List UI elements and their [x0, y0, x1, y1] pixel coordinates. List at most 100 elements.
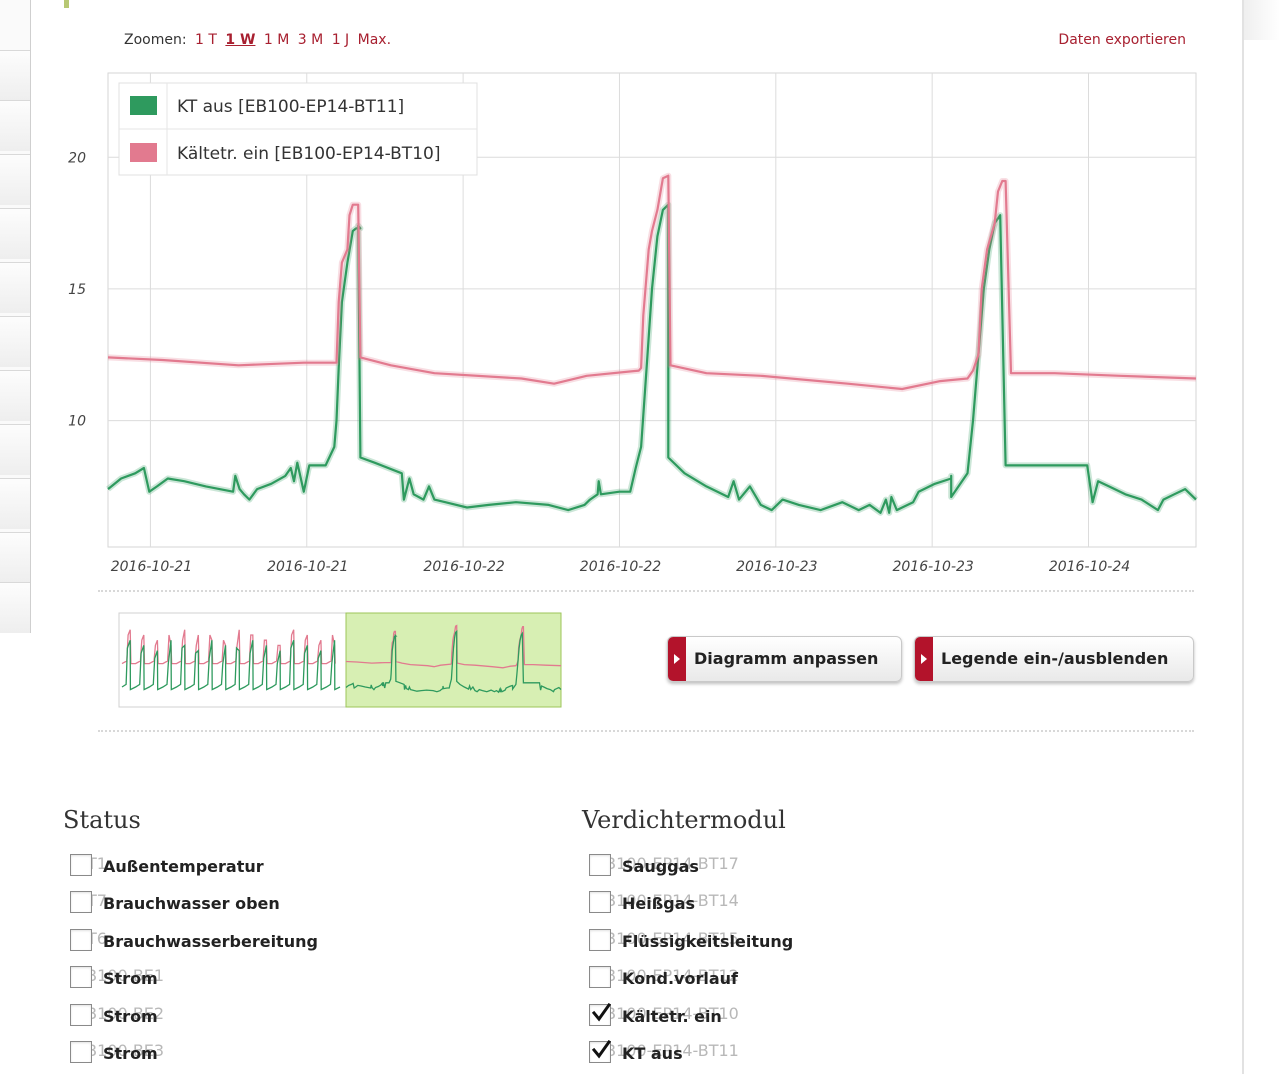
checkmark-icon — [591, 1040, 611, 1059]
sidebar-item[interactable] — [0, 50, 30, 101]
x-tick-label: 2016-10-23 — [736, 559, 817, 575]
section-title-status: Status — [63, 806, 141, 834]
option-row: Heißgas EB100-EP14-BT14 — [589, 891, 739, 917]
x-tick-label: 2016-10-24 — [1049, 559, 1130, 575]
option-sensor-code: EB100-EP14-BT11 — [595, 1041, 739, 1060]
checkbox[interactable] — [70, 1041, 92, 1063]
option-row: KT aus EB100-EP14-BT11 — [589, 1040, 739, 1067]
option-label: Brauchwasser oben — [103, 894, 280, 914]
sidebar-item[interactable] — [0, 532, 30, 583]
option-row: Brauchwasser obenBT7 — [70, 891, 280, 917]
option-label: Außentemperatur — [103, 857, 264, 876]
option-label: Brauchwasserbereitung — [103, 931, 318, 951]
checkbox[interactable] — [589, 1040, 611, 1063]
option-label: Sauggas — [622, 857, 699, 876]
option-row: Kond.vorlauf EB100-EP14-BT12 — [589, 966, 739, 992]
legend-swatch-kt-aus — [130, 96, 157, 115]
toggle-legend-button[interactable]: Legende ein-/ausblenden — [914, 636, 1194, 682]
checkbox[interactable] — [70, 1003, 92, 1026]
x-tick-label: 2016-10-22 — [580, 559, 661, 575]
option-sensor-code: EB100-EP14-BT15 — [595, 928, 739, 948]
option-row: Strom EB100-BE3 — [70, 1041, 164, 1067]
navigator-line-kt-aus — [121, 639, 341, 691]
chart-navigator[interactable] — [118, 612, 562, 708]
option-sensor-code: EB100-EP14-BT10 — [595, 1003, 739, 1023]
option-row: Strom EB100-BE1 — [70, 966, 164, 992]
y-tick-label: 10 — [68, 414, 86, 430]
section-title-compressor: Verdichtermodul — [582, 806, 786, 834]
option-row: AußentemperaturBT1 — [70, 854, 264, 880]
option-label: Kältetr. ein — [622, 1006, 722, 1026]
series-line-1 — [107, 174, 1197, 391]
separator-dotted — [98, 590, 1194, 592]
frame-corner — [1242, 0, 1280, 40]
chart-legend: KT aus [EB100-EP14-BT11] Kältetr. ein [E… — [118, 82, 478, 176]
play-arrow-icon — [921, 654, 927, 664]
option-label: Strom — [103, 969, 158, 989]
checkmark-icon — [591, 1002, 611, 1022]
option-label: KT aus — [622, 1044, 683, 1063]
x-tick-label: 2016-10-22 — [423, 559, 504, 575]
zoom-option-1-week[interactable]: 1 W — [225, 32, 256, 48]
left-sidebar — [0, 0, 31, 633]
checkbox[interactable] — [589, 966, 611, 989]
toggle-legend-label: Legende ein-/ausblenden — [941, 649, 1169, 668]
checkbox[interactable] — [70, 966, 92, 989]
sidebar-item[interactable] — [0, 478, 30, 529]
navigator-line-kaeltetr-ein — [121, 629, 336, 665]
option-row: BrauchwasserbereitungBT6 — [70, 928, 318, 955]
navigator-window-line — [345, 629, 562, 694]
legend-swatch-kaeltetr-ein — [130, 143, 157, 162]
button-tab — [668, 637, 686, 681]
zoom-option-1-month[interactable]: 1 M — [263, 32, 290, 48]
checkbox[interactable] — [589, 1002, 611, 1026]
option-sensor-code: EB100-EP14-BT17 — [595, 854, 739, 873]
checkbox[interactable] — [70, 854, 92, 876]
content-frame-border — [1242, 0, 1244, 1074]
option-label: Kond.vorlauf — [622, 969, 738, 989]
option-sensor-code: EB100-EP14-BT14 — [595, 891, 739, 911]
checkbox[interactable] — [70, 928, 92, 951]
sidebar-item[interactable] — [0, 208, 30, 259]
legend-label-kaeltetr-ein: Kältetr. ein [EB100-EP14-BT10] — [177, 144, 440, 164]
sidebar-item[interactable] — [0, 100, 30, 151]
zoom-option-1-day[interactable]: 1 T — [195, 32, 217, 48]
y-tick-label: 20 — [68, 150, 86, 166]
option-row: Kältetr. ein EB100-EP14-BT10 — [589, 1002, 739, 1030]
option-label: Strom — [103, 1044, 158, 1063]
option-sensor-code: EB100-BE1 — [76, 966, 165, 986]
option-label: Flüssigkeitsleitung — [622, 931, 794, 951]
temperature-chart: 10 15 20 2016-10-21 2016-10-21 2016-10-22 201… — [68, 72, 1199, 575]
sidebar-item[interactable] — [0, 424, 30, 475]
sidebar-item[interactable] — [0, 262, 30, 313]
zoom-option-3-months[interactable]: 3 M — [297, 32, 324, 48]
option-row: Strom EB100-BE2 — [70, 1003, 165, 1030]
checkbox[interactable] — [70, 891, 92, 914]
play-arrow-icon — [674, 654, 680, 664]
sidebar-item[interactable] — [0, 370, 30, 421]
zoom-toolbar: Zoomen: 1 T 1 W 1 M 3 M 1 J Max. — [124, 31, 391, 49]
option-label: Strom — [103, 1006, 158, 1026]
option-sensor-code: EB100-BE3 — [76, 1041, 165, 1060]
x-tick-label: 2016-10-23 — [892, 559, 973, 575]
sidebar-item[interactable] — [0, 316, 30, 367]
export-data-link[interactable]: Daten exportieren — [1058, 32, 1186, 48]
header-accent-bar — [64, 0, 69, 8]
option-sensor-code: EB100-BE2 — [76, 1003, 165, 1023]
option-label: Heißgas — [622, 894, 696, 914]
x-tick-label: 2016-10-21 — [111, 559, 192, 575]
option-row: Flüssigkeitsleitung EB100-EP14-BT15 — [589, 928, 793, 955]
checkbox[interactable] — [589, 854, 611, 876]
button-tab — [915, 637, 933, 681]
zoom-label: Zoomen: — [124, 32, 187, 48]
zoom-option-1-year[interactable]: 1 J — [331, 32, 350, 48]
checkbox[interactable] — [589, 928, 611, 951]
navigator-selection-window — [345, 612, 562, 708]
checkbox[interactable] — [589, 891, 611, 914]
zoom-option-max[interactable]: Max. — [357, 32, 392, 48]
adjust-chart-label: Diagramm anpassen — [694, 649, 879, 668]
option-sensor-code: EB100-EP14-BT12 — [595, 966, 739, 986]
adjust-chart-button[interactable]: Diagramm anpassen — [667, 636, 902, 682]
sidebar-item[interactable] — [0, 582, 30, 633]
sidebar-item[interactable] — [0, 154, 30, 205]
